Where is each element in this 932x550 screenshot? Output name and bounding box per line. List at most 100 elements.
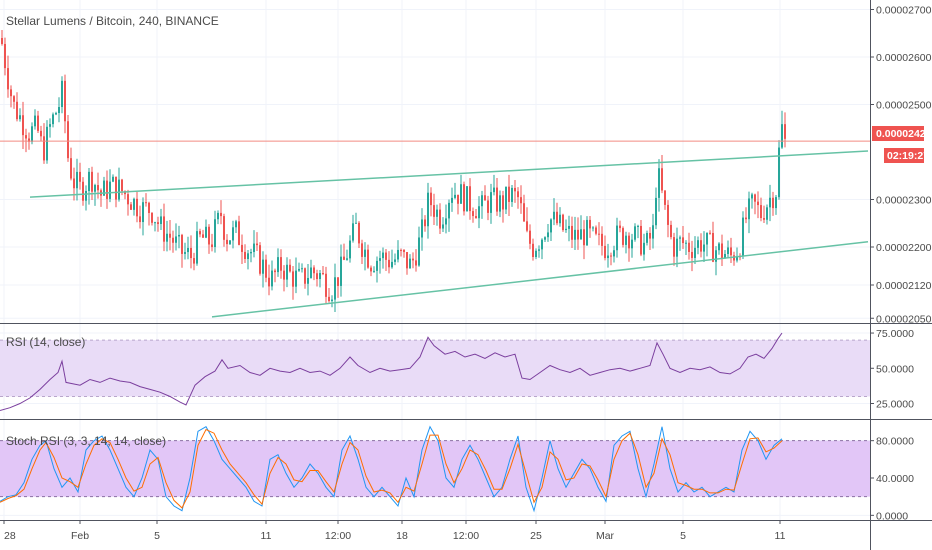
candle-body bbox=[244, 251, 246, 259]
candle-body bbox=[346, 258, 348, 260]
candle-body bbox=[457, 194, 459, 204]
stoch-rsi-pane-title: Stoch RSI (3, 3, 14, 14, close) bbox=[6, 434, 166, 448]
candle-body bbox=[586, 219, 588, 246]
candle-body bbox=[703, 244, 705, 252]
candle-body bbox=[22, 115, 24, 136]
candle-body bbox=[127, 194, 129, 205]
candle-body bbox=[250, 251, 252, 254]
stoch-k-line bbox=[0, 425, 783, 513]
candle-body bbox=[286, 264, 288, 280]
candle-body bbox=[748, 198, 750, 220]
candle-body bbox=[526, 221, 528, 231]
candle-body bbox=[82, 181, 84, 201]
candle-body bbox=[538, 249, 540, 251]
candle-body bbox=[166, 233, 168, 242]
candle-body bbox=[214, 219, 216, 248]
candle-body bbox=[373, 270, 375, 272]
y-tick-label: 0.00002300 bbox=[876, 195, 932, 207]
candle-body bbox=[553, 211, 555, 220]
candle-body bbox=[283, 270, 285, 280]
candle-body bbox=[424, 219, 426, 227]
candle-body bbox=[154, 222, 156, 224]
candle-body bbox=[121, 179, 123, 192]
candle-body bbox=[685, 242, 687, 244]
price-tag-value: 0.00002423 bbox=[876, 128, 932, 140]
candle-body bbox=[505, 186, 507, 210]
candle-body bbox=[199, 231, 201, 235]
candle-body bbox=[160, 216, 162, 225]
candle-body bbox=[337, 277, 339, 286]
candle-body bbox=[535, 250, 537, 258]
candle-body bbox=[688, 242, 690, 252]
candle-body bbox=[445, 218, 447, 225]
candle-body bbox=[754, 194, 756, 202]
candle-body bbox=[388, 259, 390, 268]
y-tick-label: 80.0000 bbox=[876, 436, 914, 448]
candle-body bbox=[289, 264, 291, 272]
candle-body bbox=[238, 221, 240, 245]
candle-body bbox=[7, 68, 9, 90]
candle-body bbox=[520, 197, 522, 204]
rsi-band bbox=[0, 340, 870, 397]
y-tick-label: 0.00002050 bbox=[876, 313, 932, 325]
candle-body bbox=[397, 249, 399, 260]
candle-body bbox=[226, 239, 228, 245]
candle-body bbox=[640, 225, 642, 255]
candle-body bbox=[541, 239, 543, 250]
candle-body bbox=[556, 211, 558, 224]
candle-body bbox=[349, 240, 351, 259]
candle-body bbox=[25, 135, 27, 139]
candle-body bbox=[64, 80, 66, 122]
candle-body bbox=[400, 249, 402, 251]
candle-body bbox=[115, 176, 117, 200]
candle-body bbox=[760, 205, 762, 219]
candle-body bbox=[667, 204, 669, 225]
candle-body bbox=[157, 222, 159, 225]
countdown-box bbox=[884, 148, 924, 163]
candle-body bbox=[763, 218, 765, 220]
candle-body bbox=[352, 223, 354, 241]
x-tick-label: 25 bbox=[530, 530, 542, 542]
candle-body bbox=[718, 243, 720, 251]
candle-body bbox=[232, 227, 234, 241]
candle-body bbox=[325, 273, 327, 297]
candle-body bbox=[715, 250, 717, 262]
candle-body bbox=[34, 115, 36, 127]
candle-body bbox=[673, 237, 675, 257]
candle-body bbox=[595, 227, 597, 234]
candle-body bbox=[559, 214, 561, 224]
candle-body bbox=[439, 209, 441, 229]
x-tick-label: 5 bbox=[154, 530, 160, 542]
candle-body bbox=[370, 267, 372, 272]
candle-body bbox=[655, 197, 657, 226]
candle-body bbox=[31, 126, 33, 142]
candle-body bbox=[751, 194, 753, 199]
candle-body bbox=[544, 237, 546, 240]
candle-body bbox=[175, 236, 177, 243]
candle-body bbox=[70, 158, 72, 179]
x-tick-label: 11 bbox=[775, 530, 786, 542]
candle-body bbox=[547, 232, 549, 238]
stoch-d-line bbox=[0, 428, 783, 509]
candle-body bbox=[205, 226, 207, 238]
y-tick-label: 0.00002120 bbox=[876, 280, 932, 292]
x-tick-label: Feb bbox=[71, 530, 89, 542]
candle-body bbox=[310, 267, 312, 278]
candle-body bbox=[676, 238, 678, 257]
candle-body bbox=[601, 233, 603, 246]
candle-body bbox=[112, 176, 114, 182]
candle-body bbox=[103, 180, 105, 196]
candle-body bbox=[247, 253, 249, 259]
candle-body bbox=[376, 260, 378, 271]
candle-body bbox=[85, 190, 87, 201]
chart-title: Stellar Lumens / Bitcoin, 240, BINANCE bbox=[6, 14, 219, 28]
candle-body bbox=[136, 198, 138, 217]
candle-body bbox=[583, 229, 585, 246]
candle-body bbox=[280, 257, 282, 271]
candle-body bbox=[592, 227, 594, 229]
candle-body bbox=[784, 124, 786, 139]
candle-body bbox=[295, 270, 297, 287]
candle-body bbox=[769, 197, 771, 208]
